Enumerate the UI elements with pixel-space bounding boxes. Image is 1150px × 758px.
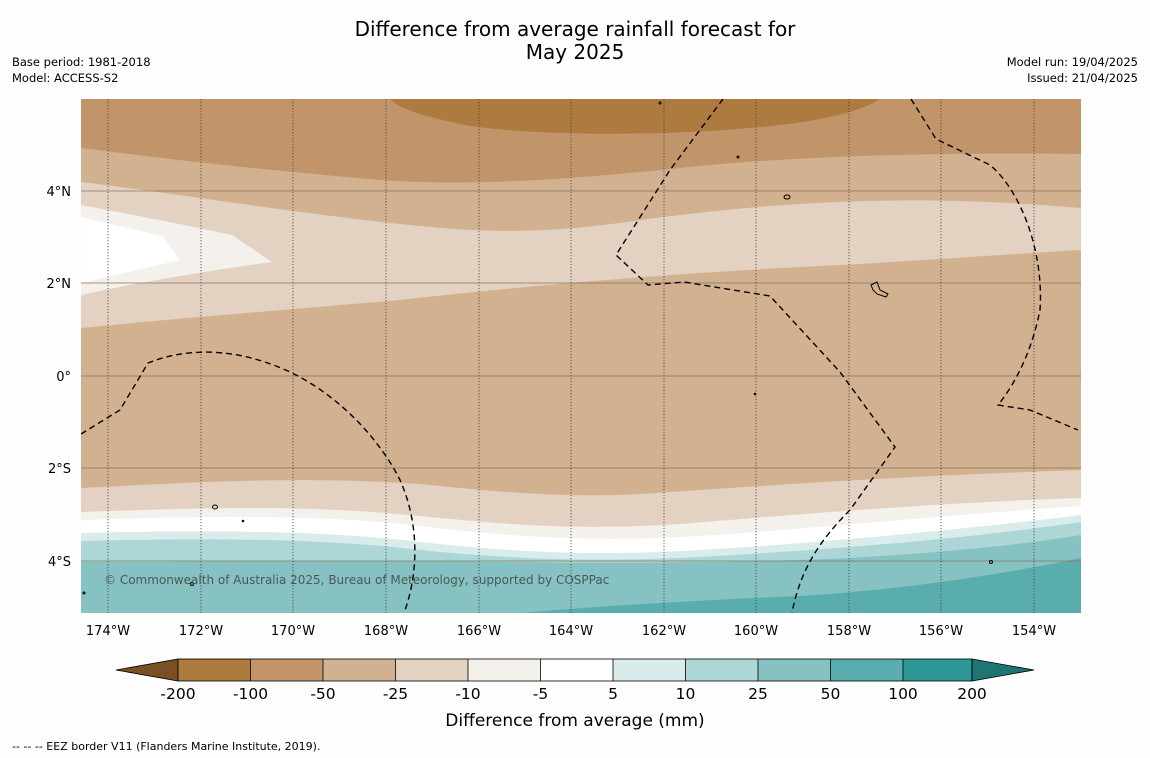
colorbar-segment bbox=[395, 659, 468, 681]
band-neutral-north bbox=[81, 205, 272, 295]
model-run: Model run: 19/04/2025 bbox=[1006, 55, 1138, 69]
island bbox=[870, 281, 889, 298]
colorbar: -200 -100 -50 -25 -10 -5 5 10 25 50 100 … bbox=[115, 658, 1035, 731]
lon-tick: 162°W bbox=[642, 624, 686, 639]
lat-tick: 4°N bbox=[47, 185, 72, 200]
map-plot-area: © Commonwealth of Australia 2025, Bureau… bbox=[81, 99, 1081, 613]
colorbar-tick: 50 bbox=[821, 685, 841, 703]
lon-tick: 156°W bbox=[919, 624, 963, 639]
issued-date: Issued: 21/04/2025 bbox=[1027, 70, 1138, 85]
island bbox=[658, 101, 662, 105]
colorbar-tick: -200 bbox=[160, 685, 195, 703]
lon-tick: 168°W bbox=[364, 624, 408, 639]
colorbar-outline bbox=[177, 658, 973, 682]
title-line-2: May 2025 bbox=[525, 40, 625, 64]
island bbox=[190, 582, 194, 586]
lon-tick: 164°W bbox=[549, 624, 593, 639]
band-light-dry-north bbox=[81, 182, 1081, 328]
lon-tick: 160°W bbox=[734, 624, 778, 639]
colorbar-segment bbox=[540, 659, 613, 681]
eez-border-east bbox=[910, 99, 1079, 431]
band-max-dry bbox=[390, 99, 880, 134]
colorbar-segment bbox=[613, 659, 686, 681]
colorbar-segment bbox=[250, 659, 323, 681]
colorbar-segment bbox=[903, 659, 972, 681]
meta-right: Model run: 19/04/2025 Issued: 21/04/2025 bbox=[1007, 55, 1138, 86]
latitude-tick-labels: 4°N 2°N 0° 2°S 4°S bbox=[47, 185, 72, 570]
colorbar-tick: -50 bbox=[310, 685, 335, 703]
islands bbox=[82, 101, 993, 595]
island bbox=[82, 591, 86, 595]
colorbar-tick: -5 bbox=[533, 685, 548, 703]
lon-tick: 172°W bbox=[179, 624, 223, 639]
base-period: Base period: 1981-2018 bbox=[12, 55, 151, 69]
latitude-gridlines bbox=[81, 190, 1081, 562]
colorbar-segment bbox=[468, 659, 541, 681]
eez-border-central bbox=[615, 99, 896, 613]
colorbar-tick: 200 bbox=[957, 685, 987, 703]
lat-tick: 2°N bbox=[47, 277, 72, 292]
island bbox=[736, 155, 740, 159]
island bbox=[212, 504, 218, 510]
colorbar-tick-labels: -200 -100 -50 -25 -10 -5 5 10 25 50 100 … bbox=[160, 685, 986, 703]
lon-tick: 170°W bbox=[271, 624, 315, 639]
colorbar-label: Difference from average (mm) bbox=[445, 711, 704, 731]
map-title: Difference from average rainfall forecas… bbox=[0, 18, 1150, 64]
island bbox=[989, 560, 993, 564]
lon-tick: 158°W bbox=[827, 624, 871, 639]
longitude-tick-labels: 174°W 172°W 170°W 168°W 166°W 164°W 162°… bbox=[86, 624, 1056, 639]
colorbar-dividers bbox=[250, 659, 904, 681]
lon-tick: 154°W bbox=[1012, 624, 1056, 639]
colorbar-segment bbox=[685, 659, 758, 681]
island bbox=[753, 392, 757, 396]
colorbar-segment bbox=[178, 659, 251, 681]
colorbar-tick: 25 bbox=[748, 685, 768, 703]
colorbar-segment bbox=[323, 659, 396, 681]
colorbar-tick: 10 bbox=[676, 685, 696, 703]
lon-tick: 166°W bbox=[457, 624, 501, 639]
colorbar-tick: -25 bbox=[383, 685, 408, 703]
band-wet bbox=[81, 535, 1081, 613]
lat-tick: 4°S bbox=[48, 555, 71, 570]
lon-tick: 174°W bbox=[86, 624, 130, 639]
model-name: Model: ACCESS-S2 bbox=[12, 70, 119, 85]
colorbar-tick: 100 bbox=[888, 685, 918, 703]
colorbar-segment bbox=[830, 659, 903, 681]
colorbar-tick: -100 bbox=[233, 685, 268, 703]
eez-borders bbox=[81, 99, 1079, 613]
band-white-north bbox=[81, 217, 180, 283]
colorbar-high-extension bbox=[971, 658, 1035, 682]
title-line-1: Difference from average rainfall forecas… bbox=[354, 17, 796, 41]
eez-border-west bbox=[81, 351, 416, 613]
band-very-wet bbox=[520, 558, 1081, 613]
island bbox=[241, 519, 245, 523]
copyright-notice: © Commonwealth of Australia 2025, Bureau… bbox=[104, 573, 609, 587]
colorbar-segment bbox=[758, 659, 831, 681]
eez-footnote: -- -- -- EEZ border V11 (Flanders Marine… bbox=[12, 740, 321, 753]
colorbar-tick: -10 bbox=[455, 685, 480, 703]
colorbar-low-extension bbox=[115, 658, 179, 682]
colorbar-tick: 5 bbox=[608, 685, 618, 703]
meta-left: Base period: 1981-2018 Model: ACCESS-S2 bbox=[12, 55, 151, 86]
lat-tick: 0° bbox=[56, 370, 71, 385]
island bbox=[783, 194, 791, 200]
lat-tick: 2°S bbox=[48, 462, 71, 477]
